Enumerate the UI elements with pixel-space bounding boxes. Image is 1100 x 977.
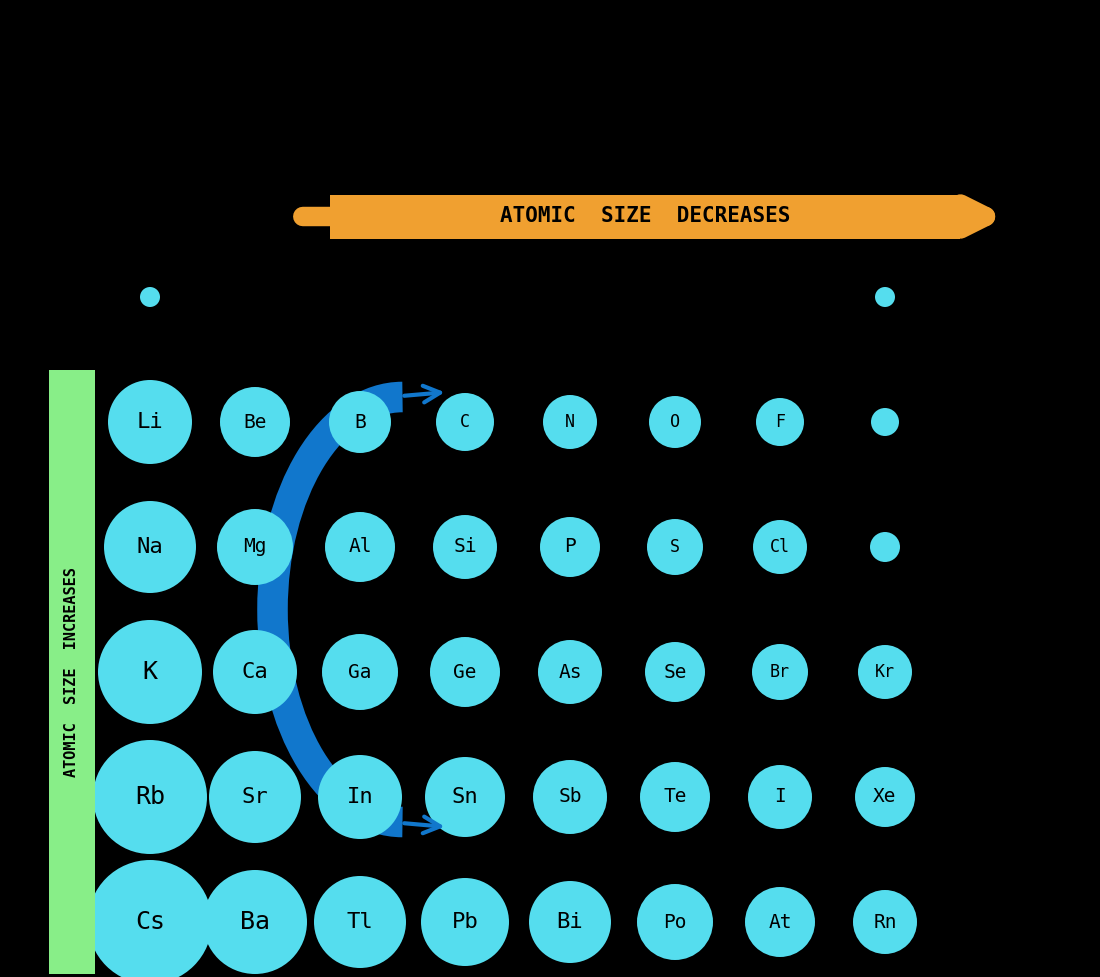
Text: Xe: Xe — [873, 787, 896, 806]
Circle shape — [140, 287, 159, 307]
Text: Rn: Rn — [873, 913, 896, 931]
Text: Kr: Kr — [874, 663, 895, 681]
Text: Br: Br — [770, 663, 790, 681]
Text: Sb: Sb — [558, 787, 582, 806]
Circle shape — [204, 870, 307, 974]
Circle shape — [855, 767, 915, 827]
Text: Si: Si — [453, 537, 476, 557]
Text: At: At — [768, 913, 792, 931]
Text: Se: Se — [663, 662, 686, 682]
Text: Ca: Ca — [242, 662, 268, 682]
Circle shape — [318, 755, 402, 839]
Circle shape — [754, 520, 807, 574]
Text: S: S — [670, 538, 680, 556]
Circle shape — [436, 393, 494, 451]
Text: P: P — [564, 537, 576, 557]
Circle shape — [104, 501, 196, 593]
Circle shape — [540, 517, 600, 577]
Text: Tl: Tl — [346, 912, 373, 932]
Circle shape — [858, 645, 912, 699]
Text: Sn: Sn — [452, 787, 478, 807]
Text: As: As — [558, 662, 582, 682]
Text: Li: Li — [136, 412, 164, 432]
Circle shape — [322, 634, 398, 710]
Circle shape — [433, 515, 497, 579]
Text: K: K — [143, 660, 157, 684]
Circle shape — [314, 876, 406, 968]
Circle shape — [870, 532, 900, 562]
FancyBboxPatch shape — [50, 370, 95, 974]
Circle shape — [538, 640, 602, 704]
Text: Na: Na — [136, 537, 164, 557]
Circle shape — [425, 757, 505, 837]
Text: In: In — [346, 787, 373, 807]
Circle shape — [88, 860, 212, 977]
Text: Ba: Ba — [240, 910, 270, 934]
Circle shape — [209, 751, 301, 843]
Text: Bi: Bi — [557, 912, 583, 932]
Circle shape — [647, 519, 703, 575]
Circle shape — [745, 887, 815, 957]
Circle shape — [534, 760, 607, 834]
Text: O: O — [670, 413, 680, 431]
Text: Cl: Cl — [770, 538, 790, 556]
Circle shape — [217, 509, 293, 585]
Circle shape — [98, 620, 202, 724]
Text: Rb: Rb — [135, 785, 165, 809]
Circle shape — [421, 878, 509, 966]
Text: B: B — [354, 412, 366, 432]
Circle shape — [324, 512, 395, 582]
Text: Po: Po — [663, 913, 686, 931]
Circle shape — [108, 380, 192, 464]
Circle shape — [649, 396, 701, 448]
Circle shape — [529, 881, 611, 963]
Text: N: N — [565, 413, 575, 431]
Text: C: C — [460, 413, 470, 431]
Circle shape — [220, 387, 290, 457]
Text: I: I — [774, 787, 785, 806]
Text: ATOMIC  SIZE  DECREASES: ATOMIC SIZE DECREASES — [499, 206, 790, 227]
Text: Sr: Sr — [242, 787, 268, 807]
Circle shape — [874, 287, 895, 307]
Text: Cs: Cs — [135, 910, 165, 934]
Circle shape — [871, 408, 899, 436]
Text: Te: Te — [663, 787, 686, 806]
Text: Ge: Ge — [453, 662, 476, 682]
Text: Al: Al — [349, 537, 372, 557]
Circle shape — [637, 884, 713, 960]
Circle shape — [543, 395, 597, 449]
Circle shape — [852, 890, 917, 954]
Circle shape — [756, 398, 804, 446]
FancyBboxPatch shape — [330, 194, 960, 238]
Circle shape — [430, 637, 500, 707]
Text: Be: Be — [243, 412, 266, 432]
Text: F: F — [776, 413, 785, 431]
Circle shape — [752, 644, 808, 700]
Circle shape — [329, 391, 390, 453]
Text: Pb: Pb — [452, 912, 478, 932]
Circle shape — [748, 765, 812, 829]
Circle shape — [94, 740, 207, 854]
Text: ATOMIC  SIZE  INCREASES: ATOMIC SIZE INCREASES — [65, 567, 79, 777]
Text: Ga: Ga — [349, 662, 372, 682]
Text: Mg: Mg — [243, 537, 266, 557]
Circle shape — [645, 642, 705, 702]
Circle shape — [640, 762, 710, 832]
Circle shape — [213, 630, 297, 714]
